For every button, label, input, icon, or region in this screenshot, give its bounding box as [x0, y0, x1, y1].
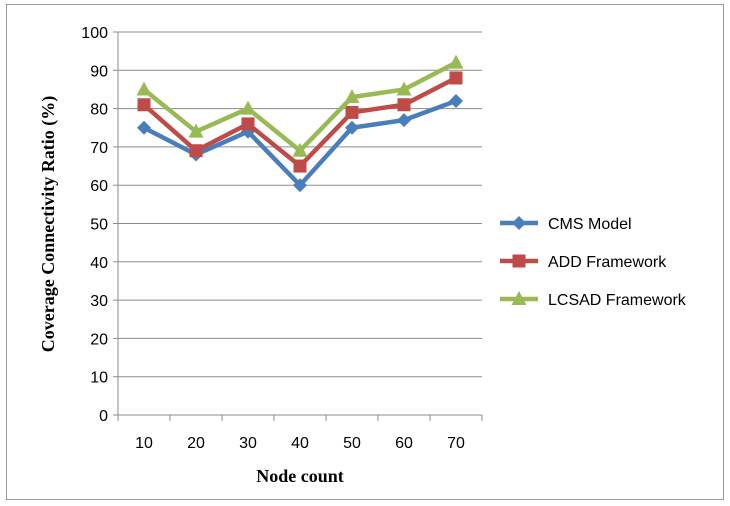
y-tick-label: 60: [90, 178, 108, 195]
data-point-lcsad-framework: [136, 81, 152, 96]
legend-label: CMS Model: [548, 216, 632, 233]
legend-label: LCSAD Framework: [548, 292, 687, 309]
data-point-cms-model: [345, 120, 359, 135]
x-tick-label: 20: [187, 435, 205, 452]
data-point-add-framework: [189, 144, 203, 158]
data-point-add-framework: [397, 98, 411, 112]
y-tick-labels: 0 10 20 30 40 50 60 70 80 90 100: [81, 25, 108, 425]
data-point-cms-model: [137, 120, 151, 135]
data-point-lcsad-framework: [396, 81, 412, 96]
legend-label: ADD Framework: [548, 254, 667, 271]
axes: [117, 32, 483, 421]
x-tick-label: 30: [239, 435, 257, 452]
legend-marker: [511, 291, 527, 305]
x-axis-title: Node count: [256, 466, 344, 486]
y-tick-label: 50: [90, 217, 108, 234]
legend-item-lcsad-framework: LCSAD Framework: [500, 291, 687, 309]
y-tick-label: 70: [90, 140, 108, 157]
data-point-lcsad-framework: [292, 142, 308, 157]
data-point-lcsad-framework: [344, 89, 360, 104]
data-point-add-framework: [345, 105, 359, 119]
y-tick-label: 80: [90, 102, 108, 119]
data-point-lcsad-framework: [448, 54, 464, 69]
y-tick-label: 10: [90, 370, 108, 387]
data-point-lcsad-framework: [188, 123, 204, 138]
y-tick-label: 40: [90, 255, 108, 272]
series-lcsad-framework: [136, 54, 464, 157]
data-point-lcsad-framework: [240, 100, 256, 115]
y-tick-label: 30: [90, 293, 108, 310]
data-point-add-framework: [241, 117, 255, 131]
chart-frame: [6, 4, 724, 500]
data-point-add-framework: [137, 98, 151, 112]
gridlines: [113, 31, 482, 416]
x-tick-label: 10: [135, 435, 153, 452]
series-add-framework: [137, 71, 463, 173]
series-group: [136, 54, 464, 193]
y-tick-label: 90: [90, 63, 108, 80]
y-axis-title: Coverage Connectivity Ratio (%): [38, 96, 59, 352]
y-tick-label: 100: [81, 25, 108, 42]
data-point-add-framework: [449, 71, 463, 85]
legend-item-cms-model: CMS Model: [500, 216, 632, 233]
y-tick-label: 20: [90, 331, 108, 348]
data-point-cms-model: [397, 113, 411, 128]
legend-marker: [512, 216, 526, 230]
legend: CMS Model ADD Framework LCSAD Framework: [500, 216, 687, 309]
x-tick-label: 70: [447, 435, 465, 452]
x-tick-label: 40: [291, 435, 309, 452]
x-tick-label: 50: [343, 435, 361, 452]
legend-item-add-framework: ADD Framework: [500, 254, 667, 271]
legend-marker: [512, 254, 526, 268]
data-point-cms-model: [293, 178, 307, 193]
data-point-add-framework: [293, 159, 307, 173]
y-tick-label: 0: [99, 408, 108, 425]
x-tick-label: 60: [395, 435, 413, 452]
data-point-cms-model: [449, 93, 463, 108]
x-tick-labels: 10 20 30 40 50 60 70: [135, 435, 465, 452]
